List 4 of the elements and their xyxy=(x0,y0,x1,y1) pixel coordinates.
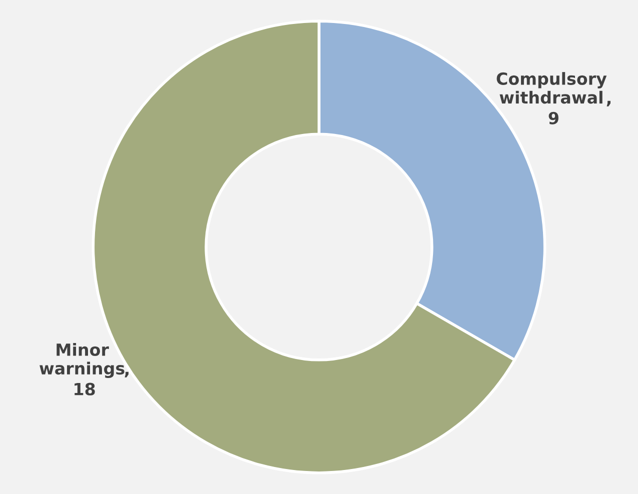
data-label: 9 xyxy=(548,112,558,124)
slice-label: Minor warnings xyxy=(40,343,124,378)
data-label: 18 xyxy=(74,382,95,396)
slice-label: Compulsory withdrawal xyxy=(496,72,607,104)
